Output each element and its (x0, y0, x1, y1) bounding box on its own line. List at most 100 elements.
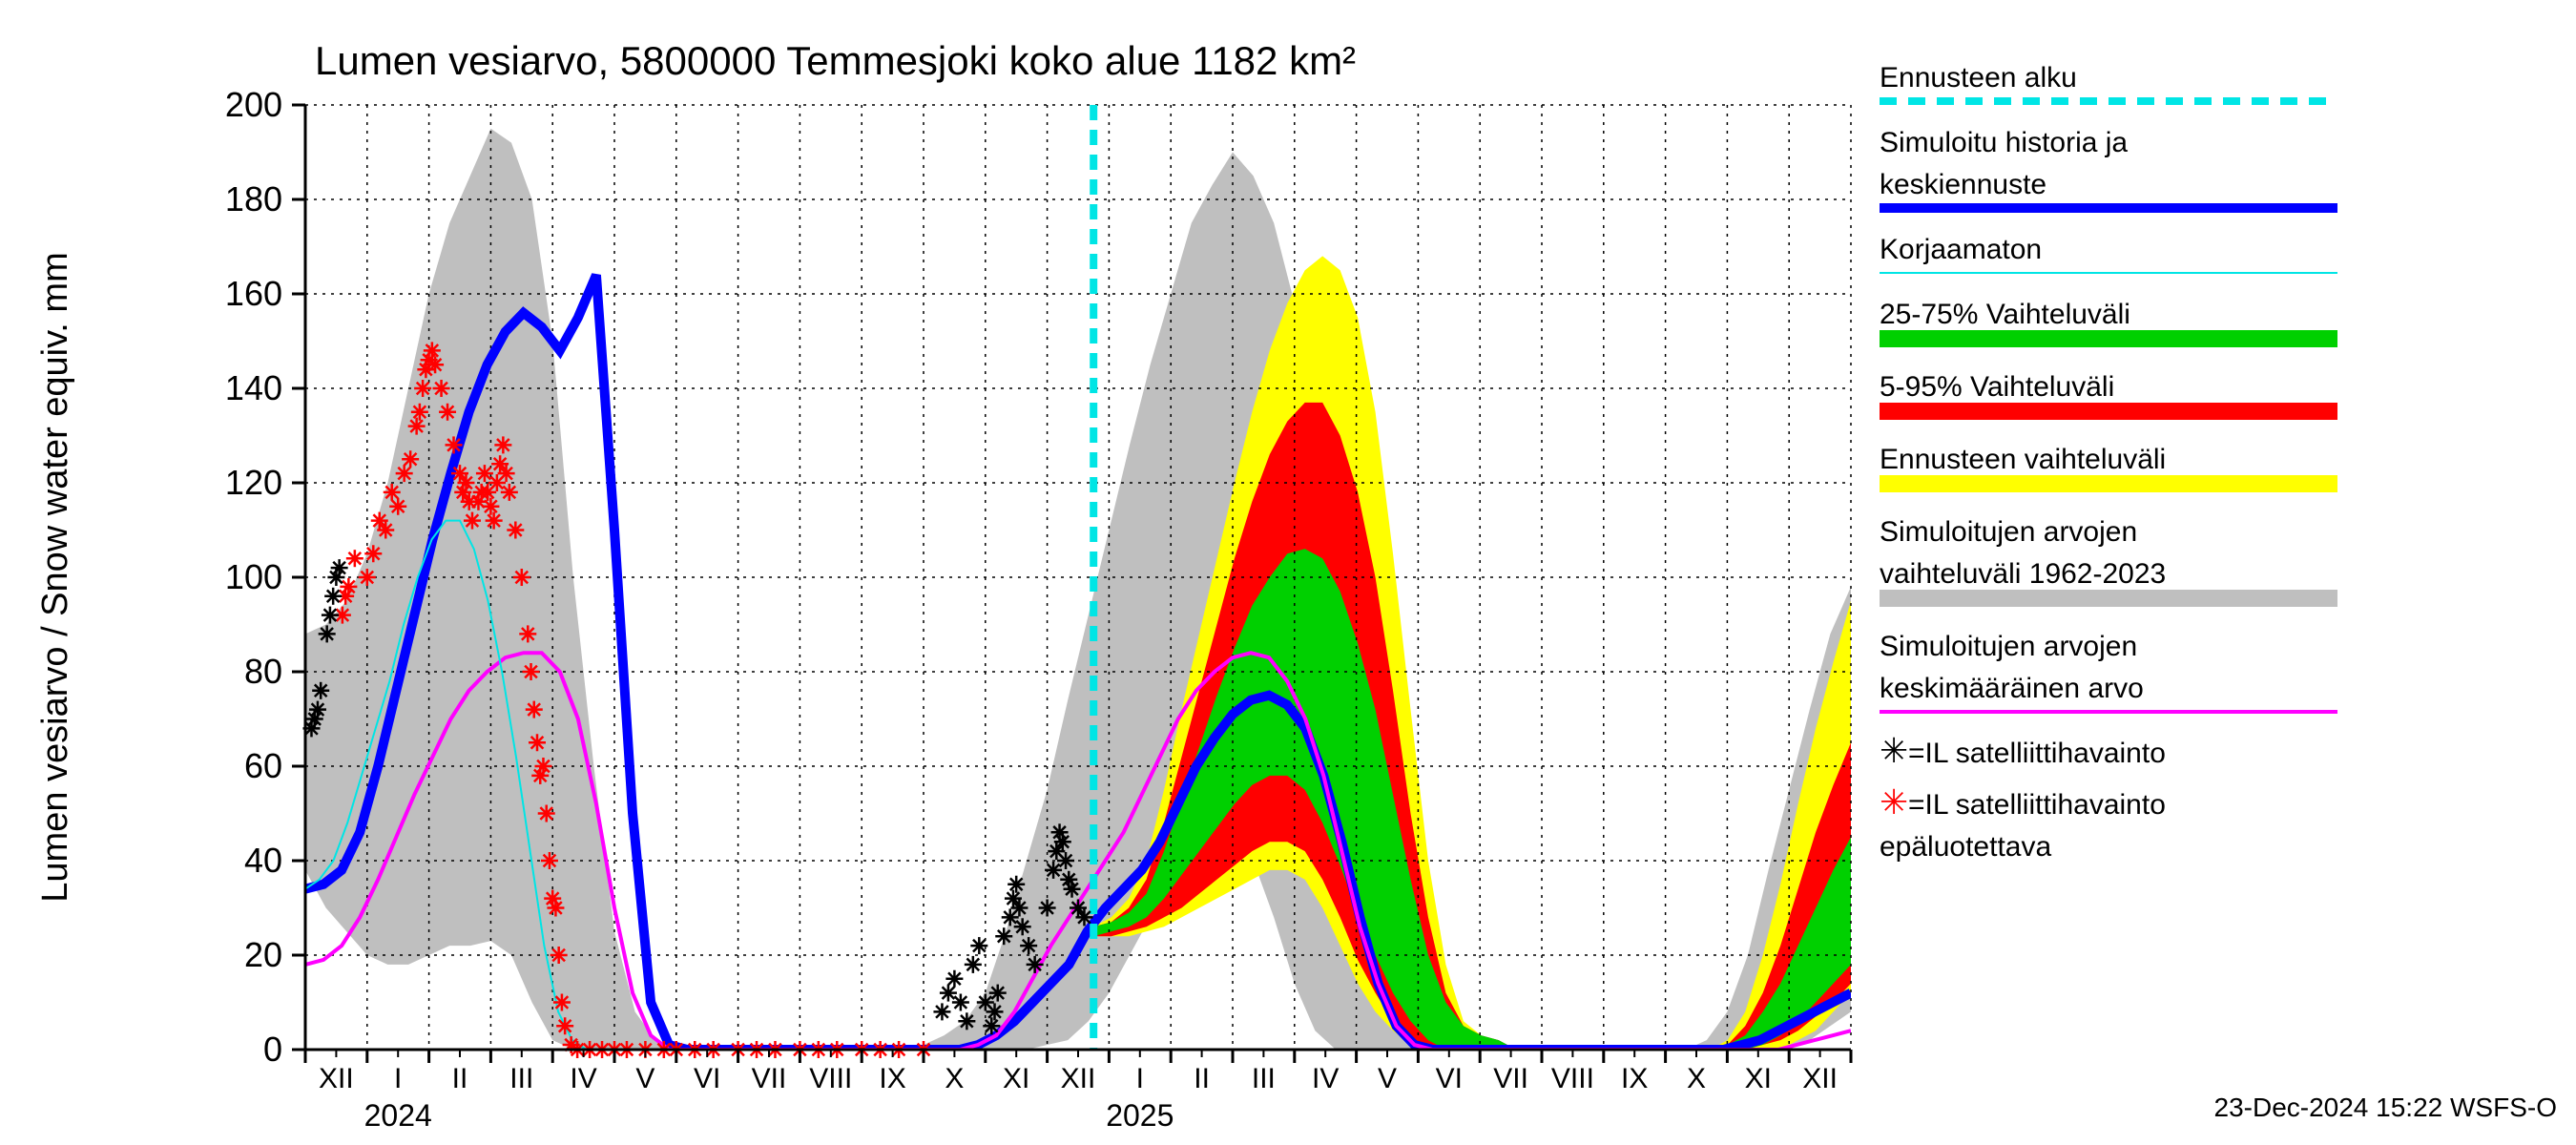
legend-swatch (1880, 475, 2337, 492)
marker (995, 927, 1012, 945)
legend-label: =IL satelliittihavainto (1908, 789, 2166, 821)
marker (513, 569, 530, 586)
marker (933, 1003, 950, 1020)
x-year-label: 2025 (1106, 1098, 1174, 1133)
marker (324, 588, 342, 605)
marker (439, 404, 456, 421)
marker (464, 512, 481, 530)
swe-chart: 020406080100120140160180200XIIIIIIIIIVVV… (0, 0, 2576, 1145)
marker (1020, 937, 1037, 954)
marker (970, 937, 987, 954)
marker (1027, 956, 1044, 973)
footer-timestamp: 23-Dec-2024 15:22 WSFS-O (2214, 1093, 2558, 1122)
marker (519, 625, 536, 642)
marker (433, 380, 450, 397)
x-year-label: 2024 (364, 1098, 432, 1133)
x-month-label: XI (1003, 1063, 1029, 1094)
marker (408, 418, 426, 435)
marker (547, 900, 564, 917)
marker (402, 450, 419, 468)
legend-label: =IL satelliittihavainto (1908, 738, 2166, 769)
marker (983, 1017, 1000, 1034)
legend-label: Ennusteen alku (1880, 62, 2077, 94)
x-month-label: X (945, 1063, 964, 1094)
x-month-label: XII (319, 1063, 354, 1094)
marker (364, 545, 382, 562)
legend-marker-icon: ✳ (1880, 782, 1908, 822)
marker (411, 404, 428, 421)
marker (377, 522, 394, 539)
y-tick-label: 180 (225, 179, 282, 219)
marker (529, 734, 546, 751)
x-month-label: VIII (809, 1063, 852, 1094)
marker (494, 436, 511, 453)
x-month-label: V (1378, 1063, 1397, 1094)
marker (331, 559, 348, 576)
marker (359, 569, 376, 586)
legend-label: epäluotettava (1880, 831, 2051, 863)
legend-label: vaihteluväli 1962-2023 (1880, 558, 2166, 590)
x-month-label: IX (879, 1063, 905, 1094)
marker (507, 522, 524, 539)
marker (1039, 900, 1056, 917)
legend-swatch (1880, 330, 2337, 347)
marker (1064, 881, 1081, 898)
marker (319, 625, 336, 642)
marker (989, 985, 1007, 1002)
y-tick-label: 60 (244, 746, 282, 785)
marker (486, 512, 503, 530)
marker (498, 465, 515, 482)
x-month-label: VI (694, 1063, 720, 1094)
x-month-label: IX (1621, 1063, 1648, 1094)
chart-title: Lumen vesiarvo, 5800000 Temmesjoki koko … (315, 38, 1356, 83)
legend-label: Ennusteen vaihteluväli (1880, 444, 2166, 475)
legend-label: 5-95% Vaihteluväli (1880, 371, 2114, 403)
y-tick-label: 200 (225, 85, 282, 124)
marker (312, 682, 329, 699)
x-month-label: VII (752, 1063, 787, 1094)
x-month-label: I (1136, 1063, 1144, 1094)
legend-label: keskimääräinen arvo (1880, 673, 2144, 704)
marker (556, 1017, 573, 1034)
legend-label: Simuloitujen arvojen (1880, 516, 2137, 548)
marker (987, 1003, 1004, 1020)
marker (476, 465, 493, 482)
x-month-label: III (1252, 1063, 1276, 1094)
marker (1014, 918, 1031, 935)
x-month-label: XI (1745, 1063, 1772, 1094)
marker (551, 947, 568, 964)
x-month-label: V (635, 1063, 654, 1094)
legend-label: Korjaamaton (1880, 234, 2042, 265)
legend-swatch (1880, 403, 2337, 420)
marker (1075, 908, 1092, 926)
legend-marker-icon: ✳ (1880, 731, 1908, 770)
y-tick-label: 80 (244, 652, 282, 691)
x-month-label: I (394, 1063, 402, 1094)
legend-label: 25-75% Vaihteluväli (1880, 299, 2130, 330)
legend-label: Simuloitujen arvojen (1880, 631, 2137, 662)
legend-label: keskiennuste (1880, 169, 2046, 200)
y-tick-label: 0 (263, 1030, 282, 1069)
y-axis-label: Lumen vesiarvo / Snow water equiv. mm (35, 252, 75, 902)
marker (538, 805, 555, 822)
marker (309, 701, 326, 718)
y-tick-label: 40 (244, 841, 282, 880)
y-tick-label: 140 (225, 368, 282, 407)
marker (534, 758, 551, 775)
marker (523, 663, 540, 680)
marker (501, 484, 518, 501)
marker (965, 956, 982, 973)
marker (424, 342, 441, 359)
x-month-label: II (452, 1063, 468, 1094)
x-month-label: VII (1493, 1063, 1528, 1094)
marker (1054, 833, 1071, 850)
x-month-label: II (1194, 1063, 1210, 1094)
marker (322, 607, 339, 624)
x-month-label: VI (1436, 1063, 1463, 1094)
marker (482, 498, 499, 515)
marker (340, 578, 357, 595)
marker (1010, 900, 1028, 917)
x-month-label: XII (1802, 1063, 1838, 1094)
y-tick-label: 20 (244, 935, 282, 974)
x-month-label: X (1687, 1063, 1706, 1094)
